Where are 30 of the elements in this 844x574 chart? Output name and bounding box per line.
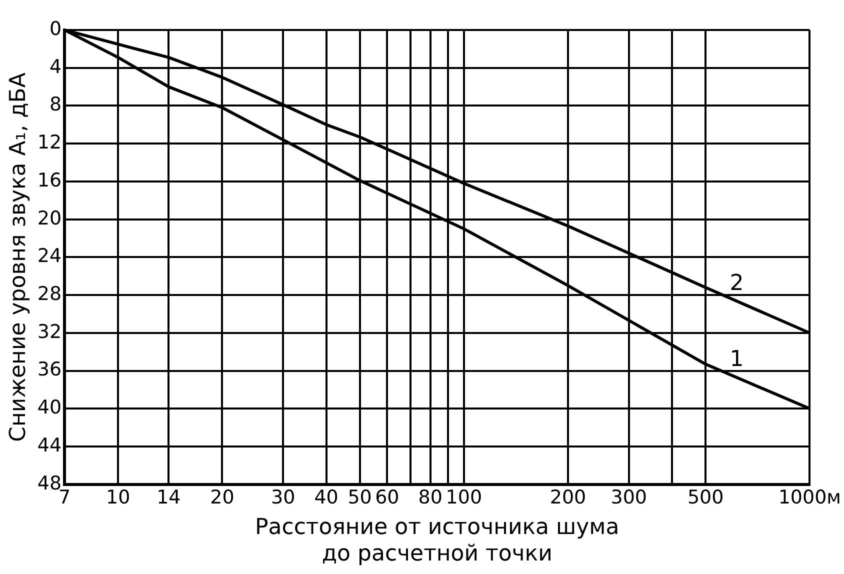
x-axis-title: Расстояние от источника шума до расчетной точки — [254, 515, 620, 567]
y-tick-label: 44 — [37, 434, 62, 456]
y-tick-label: 36 — [37, 358, 62, 381]
y-tick-label: 12 — [37, 132, 62, 154]
y-tick-label: 0 — [49, 18, 62, 40]
x-tick-label: 80 — [418, 486, 442, 509]
x-tick-label: 100 — [446, 486, 482, 509]
y-tick-label: 4 — [49, 56, 62, 78]
x-tick-label: 300 — [610, 486, 647, 509]
y-tick-label: 24 — [37, 245, 62, 268]
y-tick-label: 40 — [37, 396, 62, 419]
y-tick-label: 16 — [37, 169, 62, 192]
x-tick-label: 50 — [348, 486, 372, 509]
x-tick-label: 500 — [687, 486, 724, 509]
x-tick-label: 40 — [314, 486, 338, 509]
x-tick-label: 1000м — [778, 486, 841, 509]
y-tick-label: 20 — [37, 207, 62, 230]
x-tick-label: 10 — [106, 486, 130, 509]
y-tick-label: 28 — [37, 283, 62, 306]
x-tick-label: 200 — [550, 486, 586, 509]
y-axis-title: Снижение уровня звука A₁, дБА — [6, 72, 31, 442]
y-tick-label: 32 — [37, 320, 62, 343]
x-tick-label: 14 — [156, 486, 181, 509]
series-label: 2 — [730, 270, 744, 296]
x-tick-label: 60 — [375, 486, 400, 509]
x-tick-label: 30 — [271, 486, 296, 509]
x-tick-label: 7 — [58, 486, 71, 509]
series-label: 1 — [730, 347, 744, 372]
y-tick-label: 8 — [49, 94, 62, 116]
x-tick-label: 20 — [210, 486, 234, 509]
